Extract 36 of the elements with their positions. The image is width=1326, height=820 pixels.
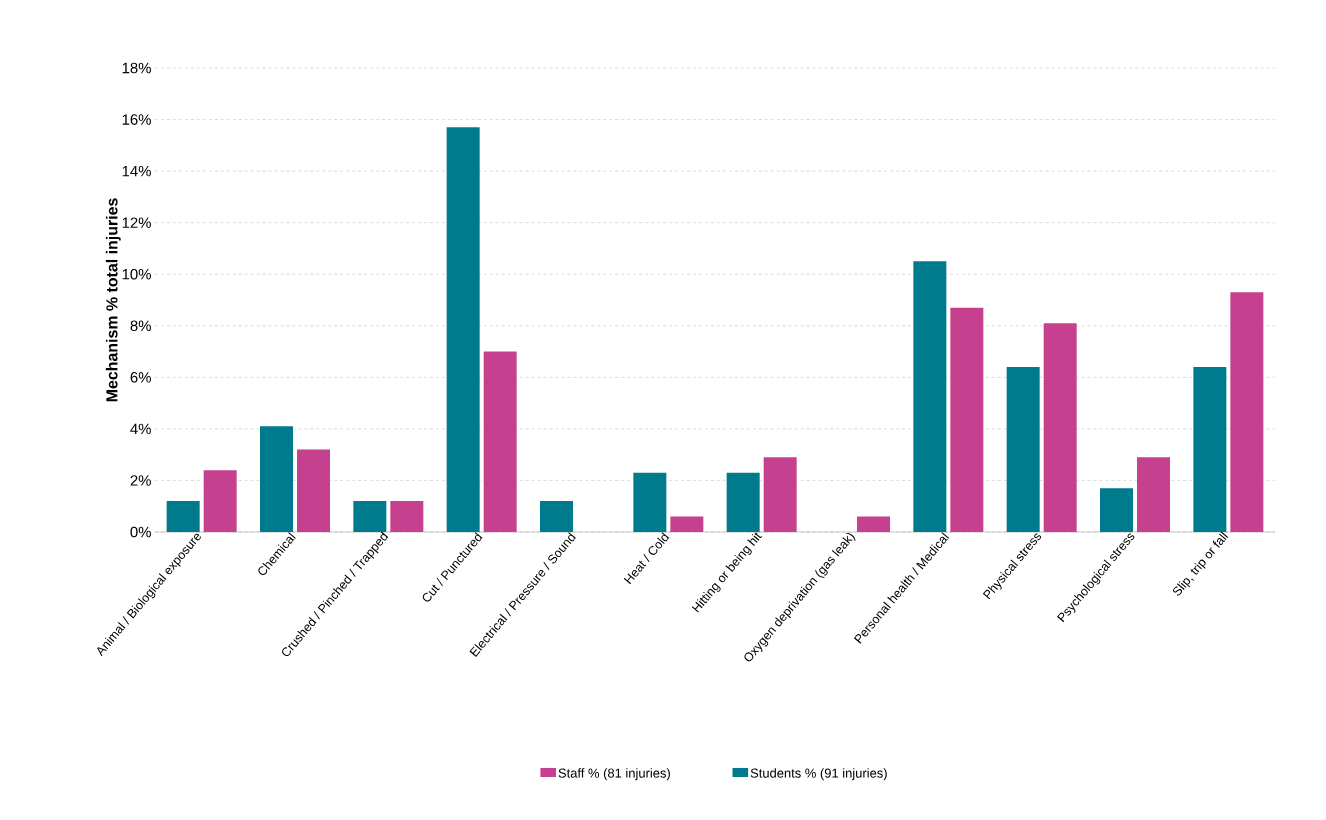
bar	[203, 470, 237, 532]
y-tick-label: 18%	[122, 62, 151, 74]
bar	[353, 501, 387, 532]
bar	[950, 307, 984, 532]
x-tick-label: Slip, trip or fall	[1173, 531, 1229, 596]
bar	[913, 261, 947, 532]
bar	[1230, 292, 1264, 532]
bar	[670, 516, 704, 532]
y-tick-label: 0%	[130, 526, 151, 538]
bar	[633, 472, 667, 532]
bar	[857, 516, 891, 532]
bar	[260, 426, 293, 532]
y-tick-label: 4%	[130, 423, 151, 435]
legend-label: Staff % (81 injuries)	[558, 768, 670, 781]
bar	[1137, 457, 1171, 532]
bar	[1006, 367, 1040, 532]
y-axis-title: Mechanism % total injuries	[105, 198, 121, 402]
y-tick-label: 16%	[122, 114, 151, 125]
y-tick-label: 2%	[130, 475, 151, 486]
bar	[446, 127, 480, 532]
bar	[1193, 367, 1227, 532]
bar	[540, 501, 573, 532]
bar	[1043, 323, 1077, 532]
legend-label: Students % (91 injuries)	[750, 768, 887, 781]
y-tick-label: 14%	[122, 165, 151, 177]
bar	[763, 457, 797, 532]
y-tick-label: 8%	[130, 320, 151, 332]
y-tick-label: 12%	[122, 217, 151, 228]
y-tick-label: 6%	[130, 372, 151, 383]
bar	[390, 501, 424, 532]
y-tick-label: 10%	[122, 268, 151, 280]
bar	[726, 472, 760, 532]
bar	[1100, 488, 1134, 532]
bar	[297, 449, 330, 532]
bar	[483, 351, 517, 532]
bar	[166, 501, 200, 532]
